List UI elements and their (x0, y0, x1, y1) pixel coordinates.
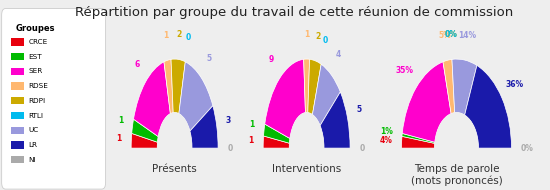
Text: 1: 1 (304, 30, 309, 39)
Text: 36%: 36% (506, 80, 524, 89)
Wedge shape (402, 133, 435, 143)
Text: 1: 1 (249, 136, 254, 145)
Text: Groupes: Groupes (15, 24, 54, 32)
Wedge shape (312, 64, 340, 126)
Text: 4%: 4% (380, 136, 393, 145)
Text: 1%: 1% (381, 127, 393, 136)
Text: RTLI: RTLI (29, 112, 43, 119)
Text: RDSE: RDSE (29, 83, 48, 89)
Text: 0: 0 (228, 144, 233, 153)
Bar (11, 112, 24, 119)
Wedge shape (190, 106, 218, 148)
Wedge shape (402, 136, 434, 148)
Text: 2: 2 (177, 30, 182, 39)
Text: Répartition par groupe du travail de cette réunion de commission: Répartition par groupe du travail de cet… (75, 6, 513, 19)
Bar (11, 127, 24, 134)
Text: Temps de parole
(mots prononcés): Temps de parole (mots prononcés) (411, 164, 502, 186)
Text: 3: 3 (226, 116, 231, 125)
Wedge shape (452, 59, 477, 115)
Text: 6: 6 (134, 60, 140, 69)
Wedge shape (134, 62, 170, 137)
Text: 5: 5 (206, 54, 211, 63)
Wedge shape (164, 59, 173, 114)
Text: 0: 0 (360, 144, 365, 153)
Wedge shape (263, 124, 290, 143)
Text: 0%: 0% (444, 30, 457, 39)
Text: 0%: 0% (444, 30, 457, 39)
Bar (11, 68, 24, 75)
Text: UC: UC (29, 127, 39, 133)
Text: Interventions: Interventions (272, 164, 341, 174)
Text: 1: 1 (163, 31, 168, 40)
Text: 2: 2 (315, 32, 321, 41)
Text: 14%: 14% (458, 31, 476, 40)
Wedge shape (179, 62, 213, 131)
Wedge shape (263, 136, 289, 148)
Wedge shape (132, 119, 158, 142)
Wedge shape (304, 59, 310, 112)
Text: LR: LR (29, 142, 37, 148)
Bar (11, 156, 24, 163)
Bar (11, 53, 24, 60)
Wedge shape (171, 59, 185, 114)
FancyBboxPatch shape (2, 9, 106, 189)
Wedge shape (434, 112, 478, 148)
Text: 0: 0 (186, 33, 191, 42)
Bar (11, 141, 24, 149)
Wedge shape (308, 59, 321, 115)
Text: NI: NI (29, 157, 36, 163)
Wedge shape (320, 92, 350, 148)
Text: 0: 0 (323, 36, 328, 45)
Text: 1: 1 (117, 134, 122, 143)
Text: 9: 9 (269, 55, 274, 64)
Wedge shape (402, 62, 451, 142)
Text: 1: 1 (250, 120, 255, 129)
Text: SER: SER (29, 68, 43, 74)
Text: RDPI: RDPI (29, 98, 46, 104)
Text: Présents: Présents (152, 164, 197, 174)
Wedge shape (465, 65, 512, 148)
Text: CRCE: CRCE (29, 39, 48, 45)
Text: 0%: 0% (520, 144, 534, 153)
Wedge shape (157, 112, 192, 148)
Text: 1: 1 (118, 116, 123, 125)
Wedge shape (443, 59, 455, 114)
Bar (11, 82, 24, 90)
Text: EST: EST (29, 54, 42, 60)
Text: 5: 5 (356, 105, 361, 114)
Bar (11, 38, 24, 46)
Text: 5%: 5% (438, 31, 452, 40)
Wedge shape (265, 59, 305, 139)
Wedge shape (131, 133, 157, 148)
Text: 35%: 35% (395, 66, 414, 75)
Text: 4: 4 (336, 51, 342, 59)
Wedge shape (289, 112, 324, 148)
Bar (11, 97, 24, 105)
